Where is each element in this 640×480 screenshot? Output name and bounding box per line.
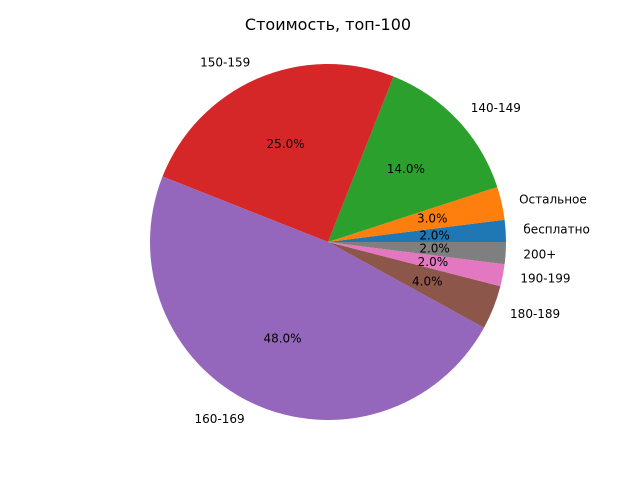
pie-slice-0 [328,219,506,242]
chart-title: Стоимость, топ-100 [245,15,411,34]
pie-slice-7 [328,242,506,265]
slice-percent-7: 2.0% [419,242,450,256]
slice-percent-1: 3.0% [417,212,448,226]
pie-slice-2 [328,76,498,242]
pie-slices [150,64,506,420]
slice-label-4: 160-169 [194,412,244,426]
slice-percent-0: 2.0% [419,228,450,242]
slice-label-2: 140-149 [471,101,521,115]
pie-slice-3 [162,64,394,243]
pie-slice-1 [328,186,505,242]
pie-labels: бесплатно 2.0% Остальное 3.0% 140-149 14.0% 15… [194,55,589,426]
slice-percent-5: 4.0% [412,274,443,288]
slice-percent-6: 2.0% [418,255,449,269]
slice-label-7: 200+ [523,247,556,261]
pie-slice-5 [328,242,501,328]
pie-slice-6 [328,242,505,287]
slice-label-0: бесплатно [523,223,589,237]
slice-percent-2: 14.0% [387,162,425,176]
slice-percent-4: 48.0% [263,332,301,346]
slice-label-3: 150-159 [200,55,250,69]
slice-label-1: Остальное [519,192,587,206]
slice-label-5: 180-189 [510,307,560,321]
pie-slice-4 [150,176,484,420]
slice-label-6: 190-199 [520,272,570,286]
slice-percent-3: 25.0% [267,137,305,151]
